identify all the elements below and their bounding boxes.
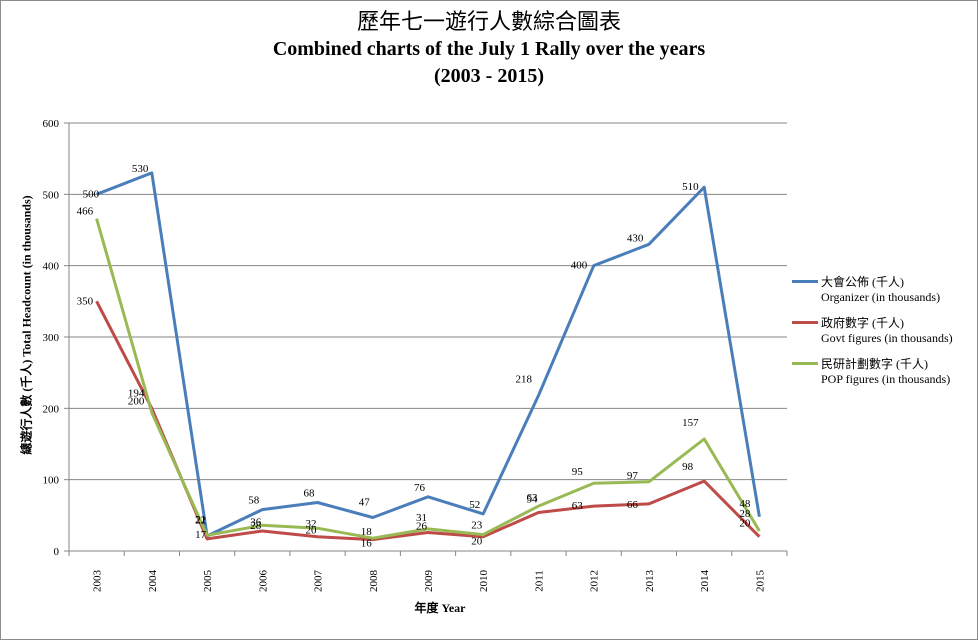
- data-label-pop: 32: [306, 518, 317, 530]
- y-tick-label: 100: [43, 475, 60, 487]
- data-label-organizer: 52: [469, 499, 480, 511]
- chart-title: 歷年七一遊行人數綜合圖表: [356, 9, 621, 34]
- x-tick-label: 2015: [754, 570, 766, 593]
- data-label-organizer: 530: [132, 163, 149, 175]
- x-tick-label: 2005: [202, 570, 214, 593]
- legend-item-organizer: 大會公佈 (千人) Organizer (in thousands): [792, 272, 972, 313]
- legend-label-pop-en: POP figures (in thousands): [821, 372, 951, 386]
- data-label-govt: 20: [471, 536, 483, 548]
- legend-label-govt-en: Govt figures (in thousands): [821, 331, 953, 345]
- data-label-organizer: 510: [682, 181, 699, 193]
- data-label-govt: 28: [250, 520, 261, 532]
- data-label-pop: 28: [739, 508, 751, 520]
- data-label-pop: 95: [572, 466, 584, 478]
- data-label-govt: 54: [526, 493, 538, 505]
- y-tick-label: 600: [43, 118, 60, 130]
- legend-item-govt: 政府數字 (千人) Govt figures (in thousands): [792, 313, 972, 354]
- legend-label-pop-zh: 民研計劃數字 (千人): [821, 357, 928, 371]
- x-tick-label: 2006: [257, 570, 269, 593]
- data-label-govt: 20: [739, 518, 751, 530]
- data-label-pop: 36: [250, 516, 261, 528]
- data-label-pop: 31: [416, 512, 427, 524]
- data-label-organizer: 58: [248, 495, 259, 507]
- y-axis-label-wrap: 總遊行人數 (千人) Total Headcount (in thousands…: [17, 160, 35, 490]
- data-label-pop: 63: [526, 492, 538, 504]
- data-label-govt: 16: [361, 538, 373, 550]
- series-line-pop: [95, 218, 761, 540]
- chart-legend: 大會公佈 (千人) Organizer (in thousands) 政府數字 …: [792, 272, 972, 395]
- data-label-govt: 98: [682, 461, 694, 473]
- legend-swatch-organizer: [792, 280, 818, 283]
- x-tick-label: 2008: [368, 570, 380, 593]
- legend-label-organizer-en: Organizer (in thousands): [821, 290, 941, 304]
- data-label-govt: 20: [306, 525, 318, 537]
- data-label-pop: 466: [77, 206, 94, 218]
- y-tick-label: 400: [43, 261, 60, 273]
- x-tick-label: 2003: [92, 570, 104, 593]
- legend-swatch-pop: [792, 362, 818, 365]
- y-tick-label: 500: [43, 189, 60, 201]
- legend-label-govt-zh: 政府數字 (千人): [821, 316, 904, 330]
- data-label-organizer: 48: [739, 498, 751, 510]
- data-label-govt: 17: [195, 529, 207, 541]
- data-label-organizer: 430: [627, 232, 644, 244]
- legend-item-pop: 民研計劃數字 (千人) POP figures (in thousands): [792, 354, 972, 395]
- x-tick-label: 2010: [478, 570, 490, 593]
- data-label-govt: 66: [627, 499, 639, 511]
- x-tick-label: 2007: [313, 570, 325, 593]
- data-label-govt: 26: [416, 520, 428, 532]
- data-label-pop: 22: [195, 514, 206, 526]
- data-label-govt: 350: [77, 295, 94, 307]
- data-label-organizer: 76: [414, 482, 426, 494]
- data-label-organizer: 218: [515, 373, 532, 385]
- data-label-pop: 18: [361, 526, 373, 538]
- data-label-organizer: 47: [359, 496, 371, 508]
- y-tick-label: 300: [43, 332, 60, 344]
- data-label-pop: 23: [471, 520, 483, 532]
- data-label-organizer: 68: [304, 487, 316, 499]
- x-tick-label: 2011: [533, 570, 545, 592]
- data-label-pop: 157: [682, 417, 699, 429]
- x-tick-label: 2013: [644, 570, 656, 593]
- legend-label-organizer-zh: 大會公佈 (千人): [821, 275, 904, 289]
- legend-swatch-govt: [792, 321, 818, 324]
- y-tick-label: 200: [43, 403, 60, 415]
- data-label-pop: 194: [128, 388, 145, 400]
- y-tick-label: 0: [54, 546, 60, 558]
- x-tick-label: 2004: [147, 570, 159, 593]
- data-label-govt: 200: [128, 395, 145, 407]
- x-tick-label: 2009: [423, 570, 435, 593]
- chart-subtitle-years: (2003 - 2015): [434, 65, 544, 87]
- x-tick-label: 2012: [589, 570, 601, 592]
- data-label-organizer: 400: [571, 260, 588, 272]
- data-label-organizer: 21: [195, 514, 206, 526]
- data-label-pop: 97: [627, 470, 639, 482]
- series-line-govt: [95, 300, 761, 542]
- x-tick-label: 2014: [699, 570, 711, 593]
- data-label-govt: 63: [572, 500, 584, 512]
- y-axis-label: 總遊行人數 (千人) Total Headcount (in thousands…: [19, 195, 34, 455]
- chart-titles: 歷年七一遊行人數綜合圖表 Combined charts of the July…: [0, 8, 978, 90]
- series-line-organizer: [96, 171, 761, 538]
- x-axis-label: 年度 Year: [414, 601, 466, 615]
- data-label-organizer: 500: [83, 188, 100, 200]
- chart-subtitle: Combined charts of the July 1 Rally over…: [272, 38, 706, 60]
